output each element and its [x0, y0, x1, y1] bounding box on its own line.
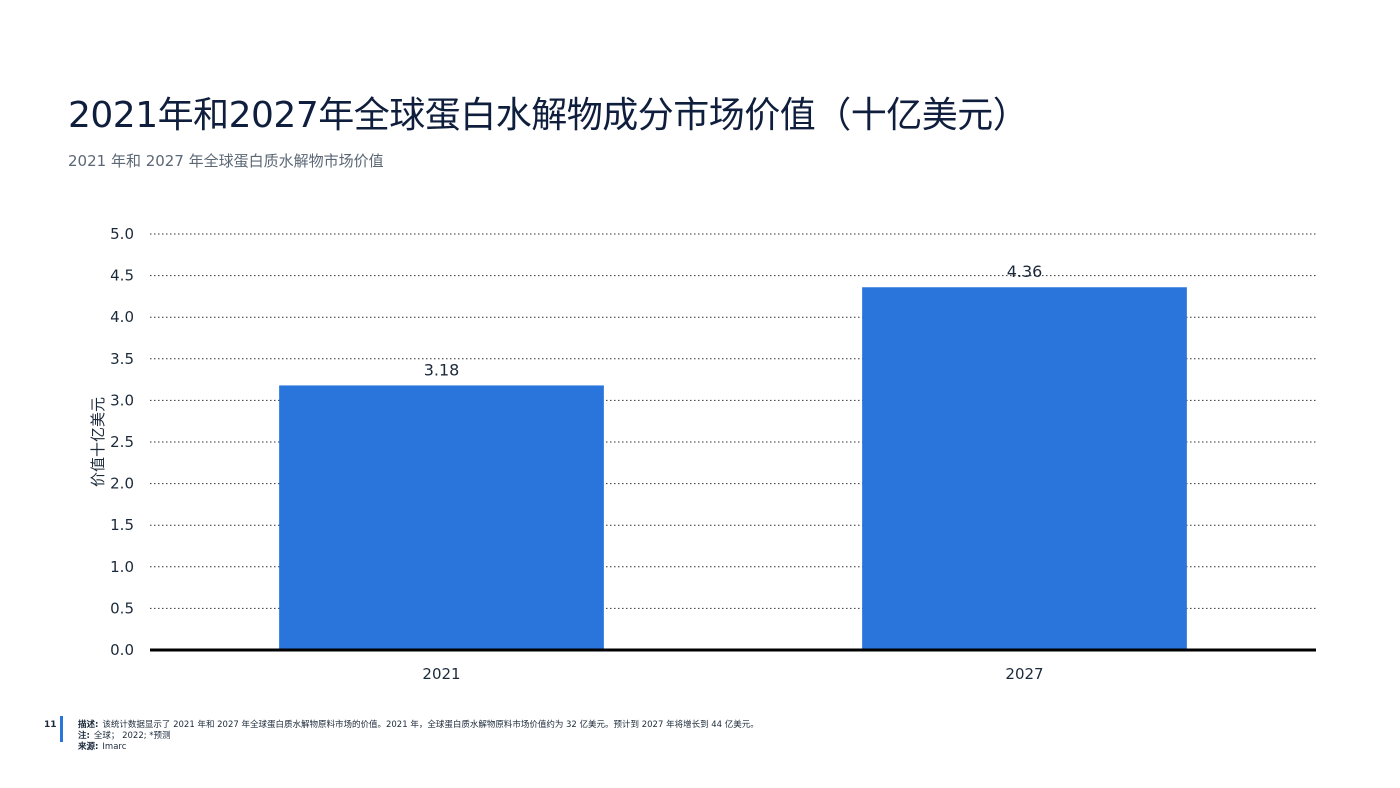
y-tick-label: 0.5: [110, 599, 134, 617]
source-label: 来源:: [78, 742, 99, 752]
source-text: Imarc: [102, 742, 127, 752]
x-axis-ticks: 2021 2027: [422, 665, 1043, 683]
y-tick-label: 5.0: [110, 225, 134, 243]
y-tick-label: 0.0: [110, 641, 134, 659]
description-line: 描述: 该统计数据显示了 2021 年和 2027 年全球蛋白质水解物原料市场的价…: [78, 720, 759, 731]
bar-chart: 0.0 0.5 1.0 1.5 2.0 2.5 3.0 3.5 4.0 4.5 5.0 3.18 4.…: [89, 225, 1316, 683]
footer: 11 描述: 该统计数据显示了 2021 年和 2027 年全球蛋白质水解物原料市…: [0, 714, 1400, 774]
note-line: 注: 全球； 2022; *预测: [78, 731, 759, 742]
footer-accent-bar: [60, 716, 63, 742]
page-number: 11: [44, 720, 57, 730]
description-label: 描述:: [78, 720, 99, 730]
note-text: 全球； 2022; *预测: [93, 731, 171, 741]
chart-title: 2021年和2027年全球蛋白水解物成分市场价值（十亿美元）: [68, 95, 1029, 136]
y-tick-label: 2.5: [110, 433, 134, 451]
note-label: 注:: [78, 731, 90, 741]
x-tick-label-2021: 2021: [422, 665, 460, 683]
x-tick-label-2027: 2027: [1005, 665, 1043, 683]
y-tick-label: 3.5: [110, 350, 134, 368]
y-axis-label: 价值十亿美元: [89, 397, 107, 487]
data-label-2021: 3.18: [424, 360, 460, 379]
y-tick-label: 3.0: [110, 391, 134, 409]
y-tick-label: 4.0: [110, 308, 134, 326]
bars: 3.18 4.36: [279, 262, 1187, 650]
bar-2021: [279, 385, 604, 650]
data-label-2027: 4.36: [1007, 262, 1043, 281]
footer-notes: 描述: 该统计数据显示了 2021 年和 2027 年全球蛋白质水解物原料市场的价…: [78, 720, 759, 753]
chart-subtitle: 2021 年和 2027 年全球蛋白质水解物市场价值: [68, 152, 384, 170]
bar-2027: [862, 287, 1187, 650]
y-tick-label: 1.5: [110, 516, 134, 534]
description-text: 该统计数据显示了 2021 年和 2027 年全球蛋白质水解物原料市场的价值。2…: [102, 720, 759, 730]
y-tick-label: 4.5: [110, 267, 134, 285]
y-tick-label: 2.0: [110, 475, 134, 493]
source-line: 来源: Imarc: [78, 742, 759, 753]
y-axis-ticks: 0.0 0.5 1.0 1.5 2.0 2.5 3.0 3.5 4.0 4.5 5.0: [110, 225, 134, 659]
y-tick-label: 1.0: [110, 558, 134, 576]
